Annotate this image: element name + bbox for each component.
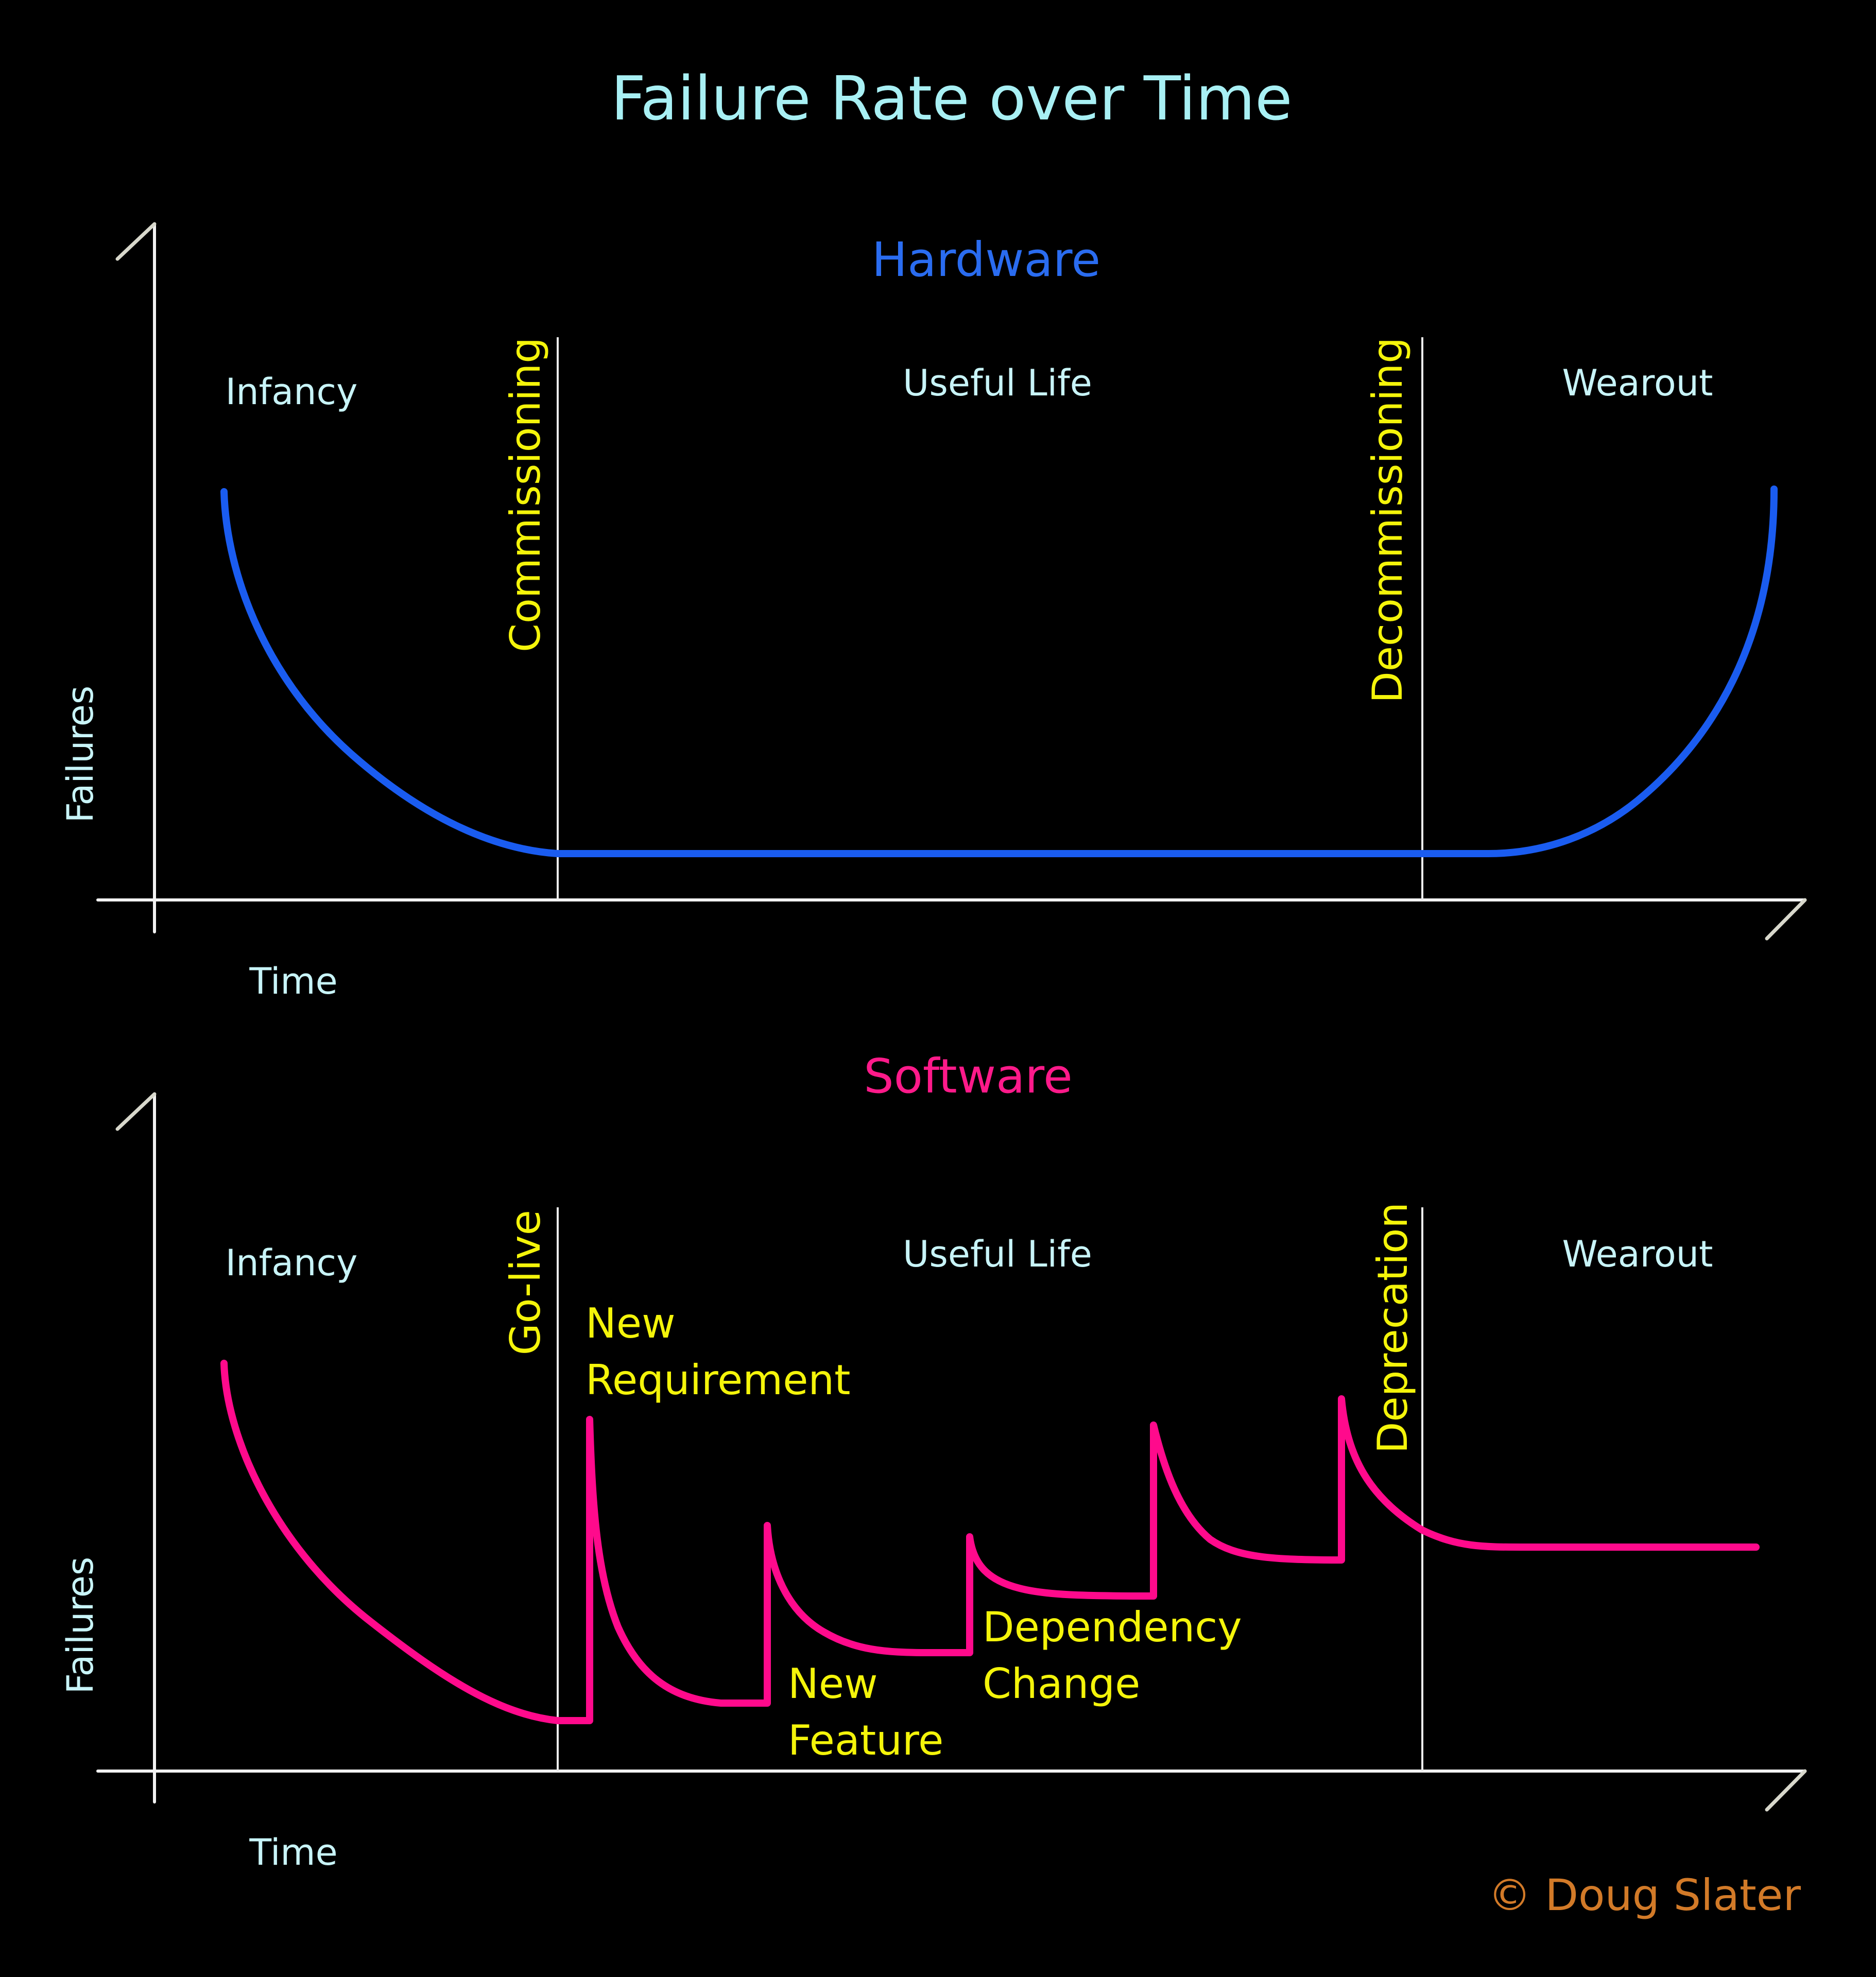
software-phase-wearout: Wearout bbox=[1562, 1233, 1713, 1275]
hardware-phase-wearout: Wearout bbox=[1562, 362, 1713, 404]
hardware-y-axis-label: Failures bbox=[59, 686, 101, 823]
hardware-title: Hardware bbox=[872, 232, 1100, 287]
new-feature-label: New Feature bbox=[788, 1660, 943, 1764]
decommissioning-label: Decommissioning bbox=[1364, 337, 1412, 703]
new-requirement-label: New Requirement bbox=[586, 1299, 851, 1404]
dependency-change-line-2: Change bbox=[983, 1660, 1140, 1708]
new-requirement-line-2: Requirement bbox=[586, 1356, 851, 1404]
hardware-failure-curve bbox=[220, 485, 1778, 857]
new-feature-line-1: New bbox=[788, 1660, 878, 1708]
new-feature-line-2: Feature bbox=[788, 1716, 943, 1764]
hardware-x-axis-arrow bbox=[1765, 898, 1807, 941]
dependency-change-line-1: Dependency bbox=[983, 1603, 1242, 1651]
hardware-y-axis-arrow bbox=[115, 222, 157, 261]
copyright-credit: © Doug Slater bbox=[1488, 1870, 1801, 1920]
software-failure-curve bbox=[220, 1360, 1760, 1724]
hardware-phase-useful-life: Useful Life bbox=[903, 362, 1092, 404]
figure-title: Failure Rate over Time bbox=[611, 63, 1292, 134]
new-requirement-line-1: New bbox=[586, 1299, 676, 1347]
software-y-axis-label: Failures bbox=[59, 1557, 101, 1694]
deprecation-label: Deprecation bbox=[1369, 1202, 1417, 1453]
hardware-phase-infancy: Infancy bbox=[226, 371, 358, 413]
software-x-axis-arrow bbox=[1765, 1769, 1807, 1812]
software-x-axis-label: Time bbox=[249, 1831, 337, 1874]
go-live-label: Go-live bbox=[502, 1210, 549, 1355]
hardware-chart: Hardware Infancy Useful Life Wearout Com… bbox=[59, 222, 1807, 1002]
software-title: Software bbox=[864, 1049, 1073, 1104]
hardware-x-axis-label: Time bbox=[249, 960, 337, 1002]
software-phase-infancy: Infancy bbox=[226, 1242, 358, 1284]
commissioning-label: Commissioning bbox=[502, 337, 549, 652]
software-y-axis-arrow bbox=[115, 1092, 157, 1131]
software-phase-useful-life: Useful Life bbox=[903, 1233, 1092, 1275]
dependency-change-label: Dependency Change bbox=[983, 1603, 1255, 1708]
software-chart: Software Infancy Useful Life Wearout Go-… bbox=[59, 1049, 1807, 1874]
